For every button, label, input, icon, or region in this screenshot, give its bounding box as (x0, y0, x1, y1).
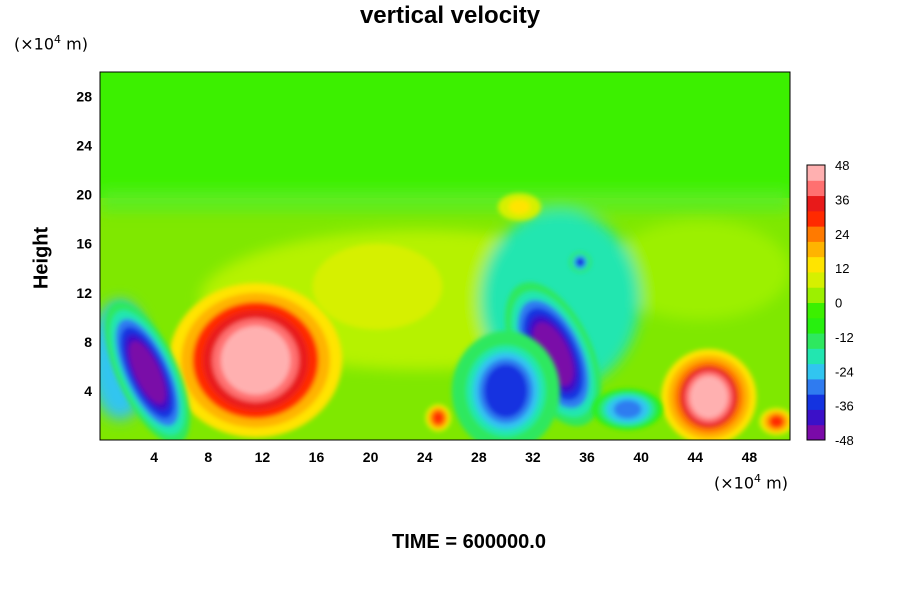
mid-band-right (610, 220, 790, 320)
colorbar-segment (807, 424, 825, 441)
chart-title: vertical velocity (359, 2, 541, 29)
feature-1-contour-5 (689, 375, 728, 419)
colorbar-tick-label: 24 (835, 227, 849, 242)
x-unit-suffix: m) (761, 473, 788, 493)
colorbar-segment (807, 302, 825, 319)
feature-2-contour-5 (129, 340, 166, 405)
feature-9 (312, 243, 443, 330)
plot-area (100, 72, 790, 440)
colorbar-tick-label: 0 (835, 296, 842, 311)
colorbar-segment (807, 226, 825, 242)
y-tick-label: 24 (76, 138, 92, 154)
colorbar-segment (807, 241, 825, 258)
feature-2 (104, 301, 191, 440)
colorbar-segment (807, 363, 825, 380)
y-tick-label: 8 (84, 334, 92, 350)
y-unit-exponent: 4 (54, 33, 62, 46)
x-tick-label: 16 (309, 449, 325, 465)
feature-8 (759, 407, 790, 436)
x-unit-base: (×10 (714, 473, 755, 493)
colorbar-tick-label: 48 (835, 158, 849, 173)
colorbar-segment (807, 409, 825, 426)
feature-7-contour-5 (433, 411, 444, 425)
feature-7 (425, 404, 452, 432)
colorbar-tick-label: -48 (835, 433, 854, 448)
feature-5-contour-5 (575, 257, 585, 267)
colorbar-segment (807, 287, 825, 303)
colorbar-tick-label: 36 (835, 192, 849, 207)
gradient-band (100, 190, 790, 212)
colorbar-segment (807, 333, 825, 349)
plot-border (99, 71, 791, 441)
feature-4 (451, 330, 560, 440)
colorbar-segment (807, 378, 825, 395)
feature-6 (593, 388, 663, 430)
x-tick-label: 44 (688, 449, 704, 465)
colorbar-segment (807, 348, 825, 365)
feature-10-contour-5 (510, 200, 529, 214)
y-unit-suffix: m) (61, 34, 88, 54)
x-tick-label: 12 (255, 449, 271, 465)
y-tick-label: 12 (76, 285, 92, 301)
colorbar-segment (807, 256, 825, 273)
y-axis-unit: (×104 m) (14, 33, 88, 53)
colorbar: 48 36 24 12 0 -12 -24 -36 -48 (806, 158, 854, 448)
feature-0-contour-5 (220, 325, 291, 395)
feature-3-contour-5 (532, 322, 574, 386)
features-layer (104, 193, 790, 440)
x-axis-unit: (×104 m) (714, 472, 788, 492)
feature-4-contour-5 (484, 364, 528, 418)
colorbar-segment (807, 195, 825, 212)
y-tick-label: 16 (76, 236, 92, 252)
upper-background (100, 72, 790, 202)
y-tick-label: 20 (76, 187, 92, 203)
time-label: TIME = 600000.0 (392, 531, 546, 553)
colorbar-segment (807, 317, 825, 334)
colorbar-border (806, 164, 826, 441)
colorbar-segment (807, 165, 825, 181)
colorbar-segment (807, 210, 825, 227)
x-tick-label: 32 (525, 449, 541, 465)
feature-9-contour-5 (351, 267, 404, 306)
x-tick-label: 24 (417, 449, 433, 465)
x-tick-label: 48 (742, 449, 758, 465)
y-unit-base: (×10 (14, 34, 55, 54)
colorbar-tick-label: 12 (835, 261, 849, 276)
y-axis-ticks: 4 8 12 16 20 24 28 (76, 89, 92, 399)
colorbar-segment (807, 271, 825, 288)
feature-10 (497, 193, 542, 221)
y-tick-label: 4 (84, 383, 92, 399)
x-tick-label: 28 (471, 449, 487, 465)
x-tick-label: 36 (579, 449, 595, 465)
colorbar-segment (807, 394, 825, 410)
y-axis-label: Height (30, 226, 53, 290)
colorbar-tick-label: -36 (835, 399, 854, 414)
x-axis-ticks: 4 8 12 16 20 24 28 32 36 40 44 48 (150, 449, 757, 465)
feature-1 (661, 348, 757, 440)
feature-0 (169, 282, 343, 438)
colorbar-segment (807, 180, 825, 197)
x-unit-exponent: 4 (754, 472, 762, 485)
colorbar-tick-label: -24 (835, 364, 854, 379)
x-tick-label: 4 (150, 449, 158, 465)
y-tick-label: 28 (76, 89, 92, 105)
x-tick-label: 20 (363, 449, 379, 465)
x-tick-label: 40 (633, 449, 649, 465)
colorbar-tick-label: -12 (835, 330, 854, 345)
feature-5 (569, 251, 592, 273)
feature-8-contour-5 (769, 415, 784, 428)
x-tick-label: 8 (204, 449, 212, 465)
feature-6-contour-5 (613, 400, 642, 419)
